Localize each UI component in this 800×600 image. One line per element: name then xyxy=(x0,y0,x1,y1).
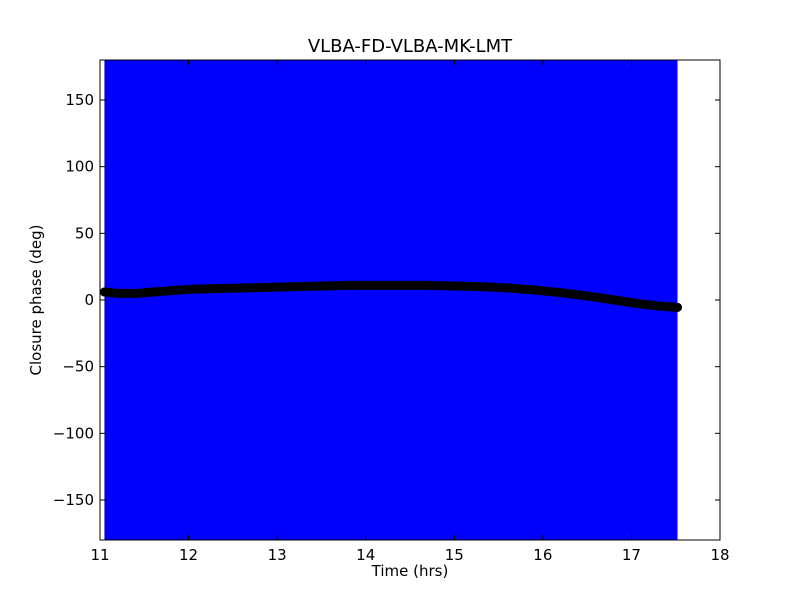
y-axis-label: Closure phase (deg) xyxy=(27,225,45,376)
y-tick-label: 50 xyxy=(75,224,94,242)
y-tick-label: 150 xyxy=(65,91,94,109)
data-point xyxy=(130,288,140,298)
y-tick-label: 100 xyxy=(65,158,94,176)
data-point xyxy=(148,287,158,297)
y-tick-label: −50 xyxy=(62,358,94,376)
data-points-layer xyxy=(99,280,682,312)
data-point xyxy=(166,286,176,296)
x-tick-label: 14 xyxy=(356,546,375,564)
data-point xyxy=(237,283,247,293)
data-point xyxy=(672,302,682,312)
x-tick-label: 17 xyxy=(622,546,641,564)
data-point xyxy=(635,299,645,309)
data-point xyxy=(582,291,592,301)
x-tick-label: 11 xyxy=(90,546,109,564)
data-point xyxy=(99,287,109,297)
data-point xyxy=(343,280,353,290)
data-point xyxy=(449,281,459,291)
data-point xyxy=(423,280,433,290)
x-axis: 11 12 13 14 15 16 17 18 xyxy=(90,60,730,564)
data-point xyxy=(210,284,220,294)
data-point xyxy=(502,283,512,293)
data-point xyxy=(263,282,273,292)
y-tick-label: −100 xyxy=(53,424,94,442)
data-point xyxy=(316,281,326,291)
data-point xyxy=(184,284,194,294)
data-point xyxy=(476,282,486,292)
y-axis: −150 −100 −50 0 50 100 150 xyxy=(53,91,720,509)
data-point xyxy=(370,280,380,290)
data-point xyxy=(396,280,406,290)
x-tick-label: 12 xyxy=(179,546,198,564)
x-tick-label: 18 xyxy=(710,546,729,564)
y-tick-label: −150 xyxy=(53,491,94,509)
x-tick-label: 15 xyxy=(445,546,464,564)
data-point xyxy=(290,282,300,292)
x-tick-label: 16 xyxy=(533,546,552,564)
data-point xyxy=(113,288,123,298)
x-tick-label: 13 xyxy=(268,546,287,564)
data-point xyxy=(653,301,663,311)
error-band xyxy=(104,60,678,540)
x-axis-label: Time (hrs) xyxy=(371,562,449,580)
chart-title: VLBA-FD-VLBA-MK-LMT xyxy=(308,36,513,57)
error-band-layer xyxy=(104,60,678,540)
data-point xyxy=(529,285,539,295)
y-tick-label: 0 xyxy=(84,291,94,309)
data-point xyxy=(556,288,566,298)
data-point xyxy=(609,295,619,305)
